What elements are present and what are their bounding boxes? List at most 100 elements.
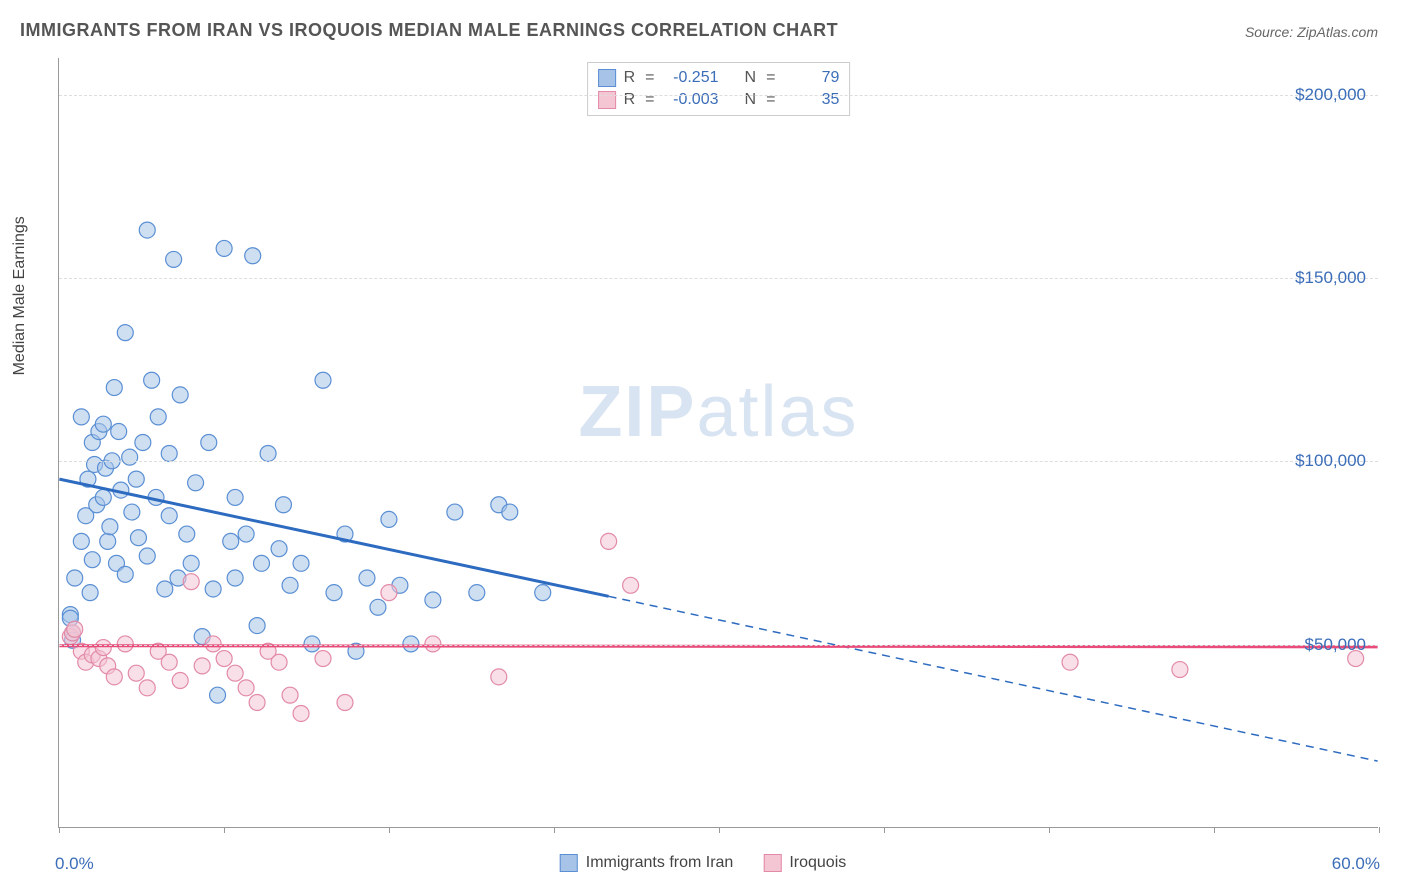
data-point	[210, 687, 226, 703]
data-point	[73, 409, 89, 425]
data-point	[201, 435, 217, 451]
legend-item-iran: Immigrants from Iran	[560, 854, 734, 872]
source-attribution: Source: ZipAtlas.com	[1245, 24, 1378, 40]
data-point	[271, 541, 287, 557]
data-point	[194, 658, 210, 674]
data-point	[249, 618, 265, 634]
gridline	[59, 645, 1378, 646]
x-tick	[59, 827, 60, 833]
plot-area: ZIPatlas R = -0.251 N = 79 R = -0.003 N …	[58, 58, 1378, 828]
data-point	[227, 570, 243, 586]
data-point	[216, 651, 232, 667]
data-point	[150, 409, 166, 425]
data-point	[205, 581, 221, 597]
trend-line-extrapolated	[609, 596, 1378, 761]
data-point	[249, 695, 265, 711]
y-tick-label: $100,000	[1295, 451, 1366, 471]
data-point	[1172, 662, 1188, 678]
data-point	[293, 705, 309, 721]
data-point	[100, 533, 116, 549]
data-point	[1062, 654, 1078, 670]
legend-item-iroquois: Iroquois	[763, 854, 846, 872]
data-point	[293, 555, 309, 571]
legend-label-iran: Immigrants from Iran	[586, 854, 734, 872]
x-tick	[1049, 827, 1050, 833]
data-point	[95, 416, 111, 432]
swatch-iran	[560, 854, 578, 872]
data-point	[106, 669, 122, 685]
data-point	[128, 665, 144, 681]
data-point	[227, 665, 243, 681]
data-point	[254, 555, 270, 571]
y-axis-label: Median Male Earnings	[11, 216, 29, 375]
data-point	[337, 695, 353, 711]
data-point	[370, 599, 386, 615]
data-point	[245, 248, 261, 264]
data-point	[111, 424, 127, 440]
data-point	[238, 526, 254, 542]
data-point	[139, 548, 155, 564]
data-point	[179, 526, 195, 542]
data-point	[95, 489, 111, 505]
data-point	[135, 435, 151, 451]
data-point	[144, 372, 160, 388]
data-point	[157, 581, 173, 597]
data-point	[95, 640, 111, 656]
trend-line	[59, 646, 1377, 647]
data-point	[502, 504, 518, 520]
swatch-iroquois	[763, 854, 781, 872]
x-tick	[224, 827, 225, 833]
data-point	[315, 651, 331, 667]
gridline	[59, 461, 1378, 462]
data-point	[359, 570, 375, 586]
data-point	[128, 471, 144, 487]
x-tick	[1214, 827, 1215, 833]
data-point	[447, 504, 463, 520]
data-point	[223, 533, 239, 549]
data-point	[172, 673, 188, 689]
x-tick	[1379, 827, 1380, 833]
data-point	[260, 445, 276, 461]
x-tick	[554, 827, 555, 833]
data-point	[282, 687, 298, 703]
y-tick-label: $200,000	[1295, 85, 1366, 105]
x-tick	[389, 827, 390, 833]
data-point	[117, 325, 133, 341]
x-axis-min: 0.0%	[55, 854, 94, 874]
x-tick	[719, 827, 720, 833]
data-point	[82, 585, 98, 601]
data-point	[315, 372, 331, 388]
data-point	[124, 504, 140, 520]
data-point	[67, 621, 83, 637]
y-tick-label: $150,000	[1295, 268, 1366, 288]
data-point	[216, 240, 232, 256]
data-point	[161, 508, 177, 524]
y-tick-label: $50,000	[1305, 635, 1366, 655]
data-point	[535, 585, 551, 601]
data-point	[623, 577, 639, 593]
data-point	[275, 497, 291, 513]
data-point	[106, 380, 122, 396]
legend-label-iroquois: Iroquois	[789, 854, 846, 872]
data-point	[172, 387, 188, 403]
data-point	[238, 680, 254, 696]
gridline	[59, 278, 1378, 279]
x-axis-max: 60.0%	[1332, 854, 1380, 874]
data-point	[102, 519, 118, 535]
data-point	[227, 489, 243, 505]
data-point	[183, 555, 199, 571]
data-point	[381, 585, 397, 601]
data-point	[166, 251, 182, 267]
data-point	[271, 654, 287, 670]
data-point	[67, 570, 83, 586]
data-point	[117, 566, 133, 582]
data-point	[130, 530, 146, 546]
data-point	[469, 585, 485, 601]
data-point	[425, 592, 441, 608]
data-point	[491, 669, 507, 685]
data-point	[161, 654, 177, 670]
gridline	[59, 95, 1378, 96]
x-tick	[884, 827, 885, 833]
data-point	[183, 574, 199, 590]
data-point	[282, 577, 298, 593]
